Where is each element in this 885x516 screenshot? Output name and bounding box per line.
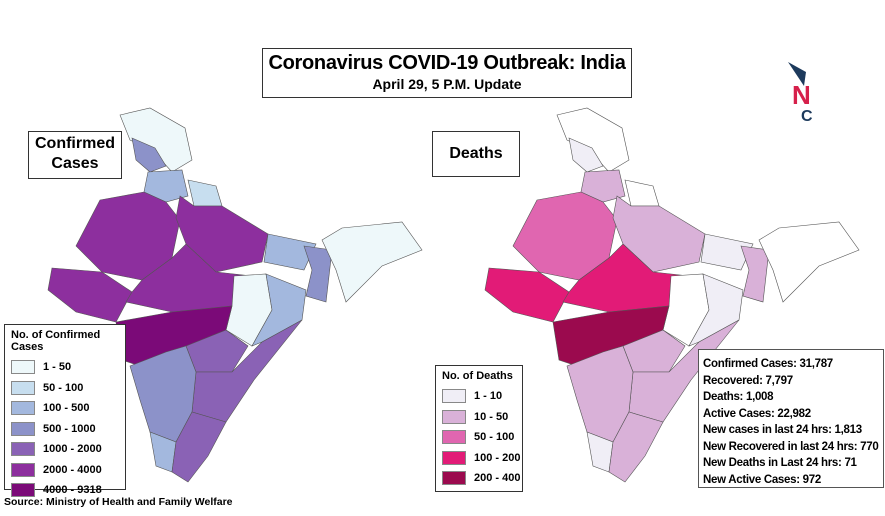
legend-item: 500 - 1000	[11, 419, 125, 440]
deaths-map-label: Deaths	[432, 131, 520, 177]
legend-item: 100 - 500	[11, 398, 125, 419]
legend-swatch	[11, 462, 35, 477]
legend-item: 50 - 100	[11, 378, 125, 399]
stat-active: Active Cases: 22,982	[703, 407, 811, 420]
region-northeast	[321, 221, 423, 303]
legend-item: 200 - 400	[442, 468, 522, 489]
legend-item: 10 - 50	[442, 407, 522, 428]
legend-item: 4000 - 9318	[11, 480, 125, 501]
region-punjab_hp	[143, 169, 189, 203]
confirmed-label-line2: Cases	[51, 155, 99, 172]
region-gujarat	[47, 267, 133, 323]
region-bihar	[700, 233, 754, 271]
title-box: Coronavirus COVID-19 Outbreak: India Apr…	[262, 48, 632, 98]
legend-label: 1 - 10	[474, 390, 503, 403]
region-jk	[131, 137, 167, 173]
legend-label: 200 - 400	[474, 472, 521, 485]
legend-swatch	[11, 421, 35, 436]
legend-label: 1000 - 2000	[43, 443, 102, 456]
stat-new-recovered: New Recovered in last 24 hrs: 770	[703, 440, 879, 453]
legend-swatch	[11, 380, 35, 395]
deaths-legend: No. of Deaths 1 - 10 10 - 50 50 - 100 100 -…	[435, 365, 523, 492]
deaths-map	[484, 107, 860, 483]
region-up	[175, 195, 269, 273]
legend-label: 50 - 100	[474, 431, 515, 444]
legend-item: 1 - 50	[11, 357, 125, 378]
region-northeast	[758, 221, 860, 303]
stat-deaths: Deaths: 1,008	[703, 391, 774, 403]
legend-item: 100 - 200	[442, 448, 522, 469]
region-jk	[568, 137, 604, 173]
legend-label: 500 - 1000	[43, 422, 96, 435]
legend-item: 2000 - 4000	[11, 460, 125, 481]
legend-label: 10 - 50	[474, 410, 509, 423]
region-bengal	[740, 245, 770, 303]
legend-swatch	[442, 430, 466, 445]
stat-recovered: Recovered: 7,797	[703, 374, 793, 387]
region-gujarat	[484, 267, 570, 323]
legend-item: 50 - 100	[442, 427, 522, 448]
region-punjab_hp	[580, 169, 626, 203]
legend-label: 2000 - 4000	[43, 463, 102, 476]
legend-item: 1000 - 2000	[11, 439, 125, 460]
region-uttarakhand	[187, 179, 223, 207]
legend-swatch	[442, 409, 466, 424]
legend-swatch	[442, 471, 466, 486]
stat-new-deaths: New Deaths in Last 24 hrs: 71	[703, 457, 857, 469]
region-tamilnadu	[171, 411, 227, 483]
legend-swatch	[11, 401, 35, 416]
page-subtitle: April 29, 5 P.M. Update	[372, 76, 522, 92]
confirmed-cases-map	[47, 107, 423, 483]
legend-item: 1 - 10	[442, 386, 522, 407]
legend-label: 4000 - 9318	[43, 484, 102, 497]
confirmed-legend-title: No. of Confirmed Cases	[11, 329, 101, 353]
confirmed-map-label: Confirmed Cases	[28, 131, 122, 179]
region-up	[612, 195, 706, 273]
deaths-legend-title: No. of Deaths	[442, 370, 513, 382]
stats-box: Confirmed Cases: 31,787 Recovered: 7,797…	[698, 349, 884, 488]
legend-swatch	[11, 483, 35, 498]
stat-confirmed: Confirmed Cases: 31,787	[703, 358, 833, 370]
confirmed-label-line1: Confirmed	[35, 135, 115, 152]
legend-label: 50 - 100	[43, 381, 84, 394]
legend-label: 100 - 200	[474, 451, 521, 464]
region-bengal	[303, 245, 333, 303]
page-title: Coronavirus COVID-19 Outbreak: India	[268, 52, 626, 74]
region-tamilnadu	[608, 411, 664, 483]
region-uttarakhand	[624, 179, 660, 207]
legend-swatch	[11, 442, 35, 457]
region-bihar	[263, 233, 317, 271]
legend-swatch	[11, 360, 35, 375]
legend-swatch	[442, 389, 466, 404]
confirmed-legend: No. of Confirmed Cases 1 - 50 50 - 100 100…	[4, 324, 126, 498]
stat-new-active: New Active Cases: 972	[703, 473, 821, 486]
legend-label: 1 - 50	[43, 361, 72, 374]
source-note: Source: Ministry of Health and Family We…	[4, 496, 233, 508]
legend-label: 100 - 500	[43, 402, 90, 415]
stat-new-cases: New cases in last 24 hrs: 1,813	[703, 424, 862, 436]
legend-swatch	[442, 450, 466, 465]
